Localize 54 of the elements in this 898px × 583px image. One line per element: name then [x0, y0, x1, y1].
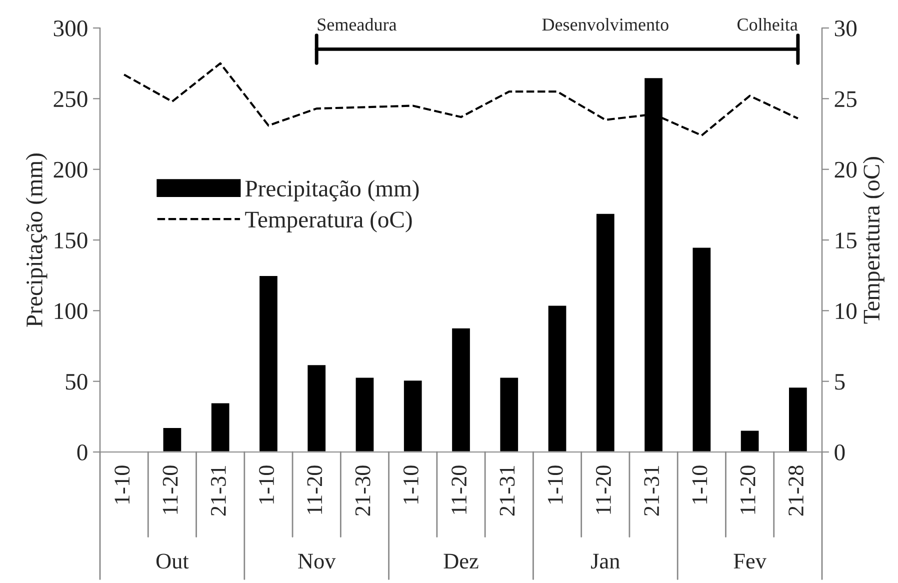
bar: [498, 376, 520, 452]
y2-tick-label: 15: [836, 232, 856, 248]
text: Fev: [734, 554, 766, 569]
y-tick-label: 300: [54, 20, 88, 36]
bar: [162, 426, 183, 452]
y-tick-label: 100: [54, 303, 88, 320]
x-tick-label: 21-30: [355, 466, 370, 516]
bar: [595, 212, 616, 452]
x-tick-label: 21-31: [210, 466, 226, 516]
y2-axis-title: Temperatura (oC): [862, 156, 884, 324]
legend-label: Precipitação (mm): [245, 180, 419, 202]
x-tick-label: 11-20: [452, 466, 467, 514]
bar: [739, 429, 760, 452]
x-tick-label: 1-10: [403, 466, 418, 504]
x-tick-label: 11-20: [162, 466, 178, 514]
x-tick-label: 11-20: [740, 466, 756, 514]
text: Dez: [444, 554, 478, 569]
text: Nov: [298, 554, 336, 569]
y-axis-title: Precipitação (mm): [26, 154, 48, 327]
x-tick-label: 21-28: [788, 466, 804, 516]
x-tick-label: 1-10: [259, 466, 274, 504]
annotation: Semeadura: [318, 18, 397, 31]
legend-label: Temperatura (oC): [245, 210, 412, 232]
y2-tick-label: 30: [834, 20, 857, 36]
bar: [210, 402, 231, 452]
bar: [788, 386, 808, 452]
bar: [691, 246, 712, 452]
y2-tick-label: 25: [834, 91, 856, 108]
y2-tick-label: 0: [834, 444, 845, 460]
x-tick-label: 1-10: [114, 466, 130, 504]
x-tick-label: 1-10: [548, 466, 563, 504]
y-tick-label: 150: [54, 232, 88, 248]
x-tick-label: 1-10: [692, 466, 708, 504]
bar: [450, 326, 472, 452]
y2-tick-label: 5: [835, 374, 845, 390]
annotation: Colheita: [738, 18, 798, 31]
annotation: Desenvolvimento: [542, 18, 668, 31]
y-tick-label: 250: [54, 91, 88, 108]
x-tick-label: 11-20: [596, 466, 611, 514]
bar: [258, 274, 279, 452]
y2-tick-label: 20: [834, 162, 857, 178]
bar: [402, 379, 424, 452]
x-tick-label: 21-31: [500, 466, 515, 516]
y-tick-label: 0: [77, 444, 88, 460]
y-tick-label: 200: [54, 162, 88, 178]
x-tick-label: 11-20: [307, 466, 322, 514]
bar: [306, 364, 327, 452]
bar: [354, 376, 376, 452]
y-tick-label: 50: [66, 374, 88, 390]
bar: [546, 304, 568, 452]
x-tick-label: 21-31: [644, 466, 660, 516]
y2-tick-label: 10: [836, 303, 857, 320]
text: Out: [156, 554, 189, 569]
text: Jan: [591, 554, 620, 569]
